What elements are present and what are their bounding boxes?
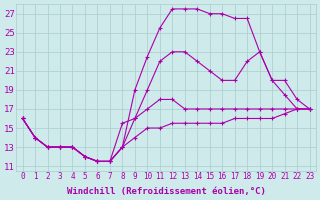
X-axis label: Windchill (Refroidissement éolien,°C): Windchill (Refroidissement éolien,°C): [67, 187, 266, 196]
